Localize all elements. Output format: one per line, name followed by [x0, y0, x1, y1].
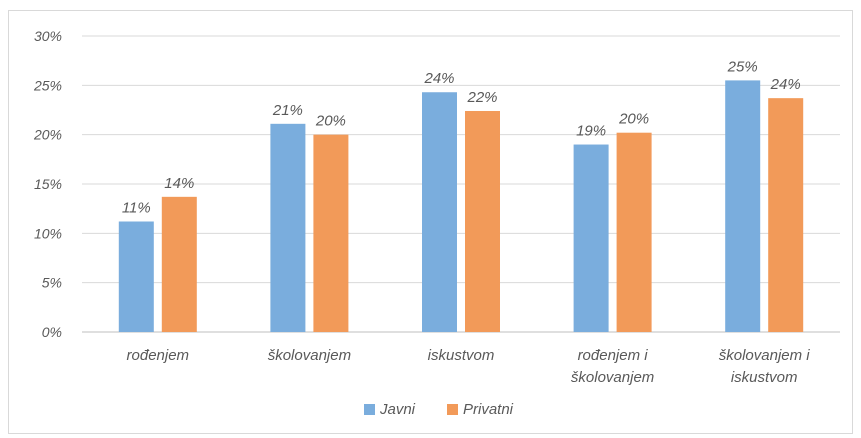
y-tick-label: 15% — [34, 176, 62, 192]
legend-swatch-javni — [364, 404, 375, 415]
category-label: školovanjem — [571, 369, 654, 386]
data-label-privatni: 20% — [315, 113, 346, 130]
y-tick-label: 30% — [34, 28, 62, 44]
legend-swatch-privatni — [447, 404, 458, 415]
bar-javni — [573, 144, 609, 332]
data-label-javni: 11% — [122, 199, 151, 216]
y-tick-label: 5% — [42, 275, 62, 291]
category-label: školovanjem i — [719, 347, 811, 364]
bar-javni — [270, 123, 306, 333]
bar-privatni — [616, 132, 652, 332]
legend-label-privatni: Privatni — [463, 401, 514, 418]
category-label: rođenjem i — [578, 347, 649, 364]
y-tick-label: 0% — [42, 324, 62, 340]
data-label-privatni: 14% — [164, 175, 194, 192]
y-tick-label: 10% — [34, 225, 62, 241]
bar-privatni — [768, 98, 804, 332]
y-tick-label: 25% — [33, 77, 62, 93]
bar-javni — [118, 221, 154, 332]
category-label: rođenjem — [127, 347, 190, 364]
bar-privatni — [161, 196, 197, 332]
y-tick-label: 20% — [33, 127, 62, 143]
data-label-privatni: 24% — [770, 76, 801, 93]
data-label-javni: 25% — [727, 58, 758, 75]
data-label-javni: 19% — [576, 123, 606, 140]
data-label-privatni: 22% — [466, 89, 497, 106]
data-label-javni: 21% — [272, 102, 303, 119]
data-label-javni: 24% — [423, 70, 454, 87]
data-label-privatni: 20% — [618, 111, 649, 128]
bar-privatni — [465, 110, 500, 332]
category-label: iskustvom — [428, 347, 495, 364]
category-label: školovanjem — [268, 347, 351, 364]
bar-javni — [725, 80, 761, 333]
bar-privatni — [313, 134, 349, 332]
legend-label-javni: Javni — [379, 401, 416, 418]
bar-javni — [422, 92, 457, 333]
category-label: iskustvom — [731, 369, 798, 386]
